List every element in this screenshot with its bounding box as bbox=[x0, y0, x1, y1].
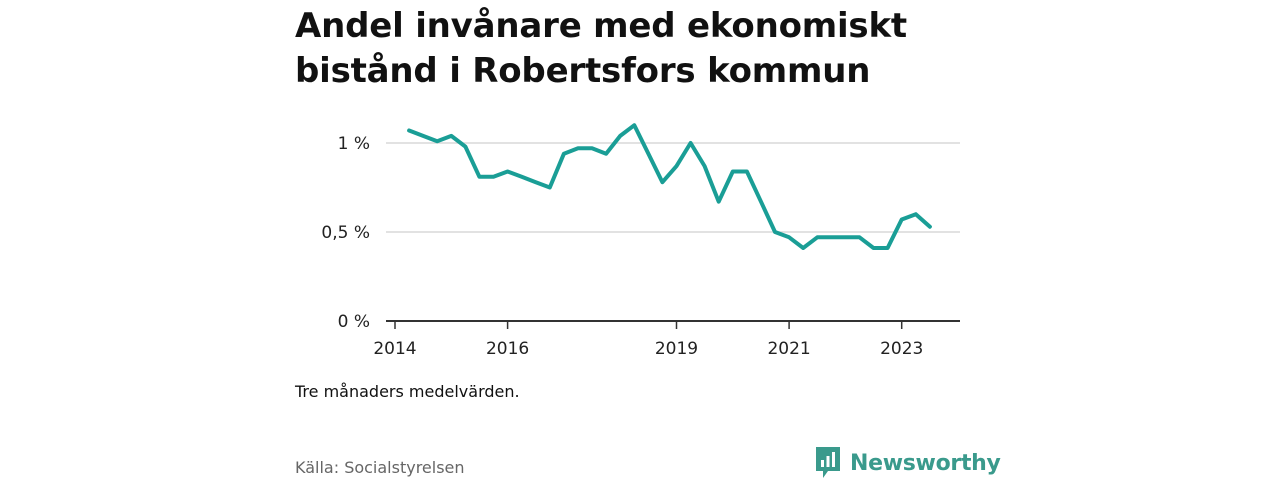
chart-title: Andel invånare med ekonomiskt bistånd i … bbox=[295, 6, 907, 91]
gridlines bbox=[386, 142, 960, 233]
line-chart: 0 % 0,5 % 1 % 2014 2016 2019 2021 2023 bbox=[321, 123, 960, 359]
y-tick-label: 0 % bbox=[338, 312, 370, 332]
newsworthy-logo-icon bbox=[816, 447, 840, 478]
source-text: Källa: Socialstyrelsen bbox=[295, 458, 465, 477]
y-tick-label: 1 % bbox=[338, 134, 370, 154]
series-layer bbox=[407, 123, 932, 250]
y-axis-ticks: 0 % 0,5 % 1 % bbox=[321, 134, 370, 332]
newsworthy-logo: Newsworthy bbox=[814, 446, 1001, 480]
x-axis-ticks: 2014 2016 2019 2021 2023 bbox=[373, 321, 923, 359]
x-tick-label: 2019 bbox=[655, 339, 698, 359]
brand-name: Newsworthy bbox=[850, 450, 1001, 476]
x-tick-label: 2023 bbox=[880, 339, 923, 359]
x-tick-label: 2021 bbox=[767, 339, 810, 359]
y-tick-label: 0,5 % bbox=[321, 223, 370, 243]
x-tick-label: 2016 bbox=[486, 339, 529, 359]
series-line bbox=[407, 123, 932, 250]
x-tick-label: 2014 bbox=[373, 339, 416, 359]
chart-note: Tre månaders medelvärden. bbox=[295, 382, 520, 401]
